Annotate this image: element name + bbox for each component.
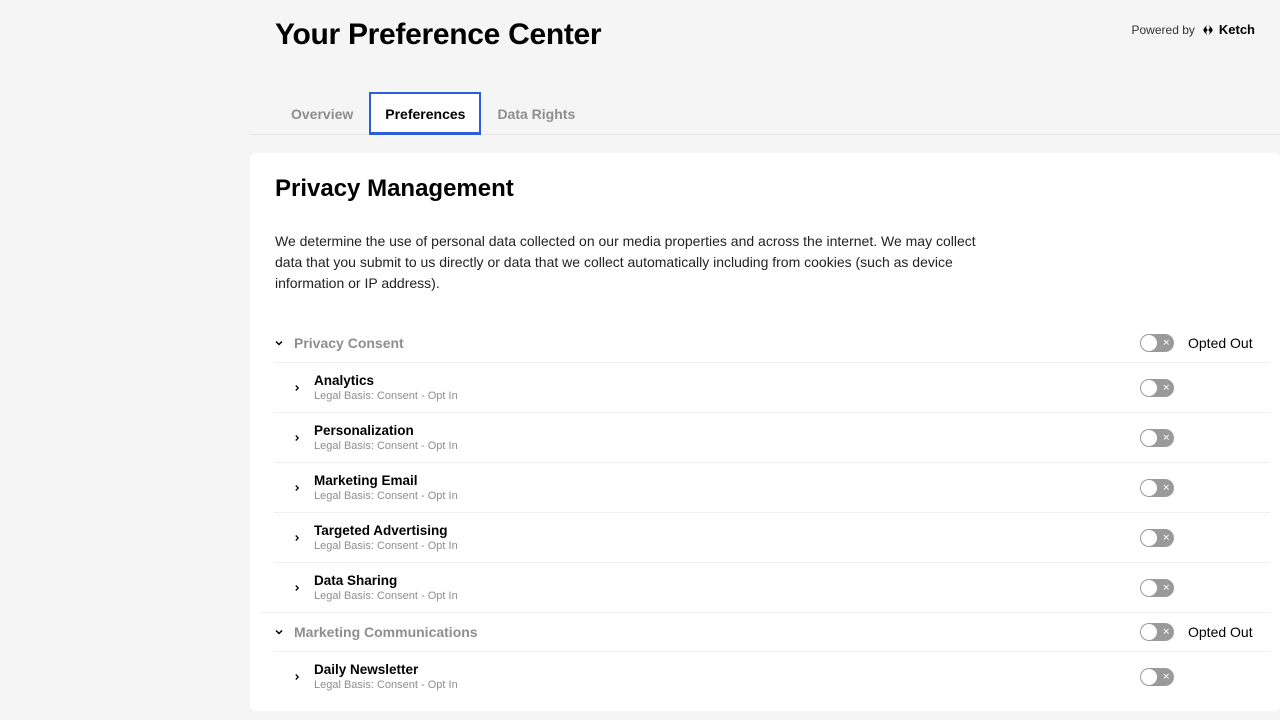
item-marketing-email: Marketing Email Legal Basis: Consent - O… xyxy=(274,462,1270,512)
item-sub: Legal Basis: Consent - Opt In xyxy=(314,440,1140,452)
item-sub: Legal Basis: Consent - Opt In xyxy=(314,590,1140,602)
item-title: Marketing Email xyxy=(314,473,1140,488)
close-icon: ✕ xyxy=(1162,483,1170,492)
powered-by-label: Powered by xyxy=(1132,23,1195,37)
close-icon: ✕ xyxy=(1162,533,1170,542)
chevron-right-icon[interactable] xyxy=(286,583,308,593)
close-icon: ✕ xyxy=(1162,339,1170,348)
item-sub: Legal Basis: Consent - Opt In xyxy=(314,679,1140,691)
chevron-right-icon[interactable] xyxy=(286,433,308,443)
group-marketing-communications: Marketing Communications ✕ Opted Out xyxy=(260,612,1270,651)
item-sub: Legal Basis: Consent - Opt In xyxy=(314,490,1140,502)
item-sub: Legal Basis: Consent - Opt In xyxy=(314,390,1140,402)
toggle-targeted-advertising[interactable]: ✕ xyxy=(1140,529,1174,547)
toggle-daily-newsletter[interactable]: ✕ xyxy=(1140,668,1174,686)
toggle-data-sharing[interactable]: ✕ xyxy=(1140,579,1174,597)
item-targeted-advertising: Targeted Advertising Legal Basis: Consen… xyxy=(274,512,1270,562)
ketch-icon xyxy=(1201,23,1215,37)
close-icon: ✕ xyxy=(1162,672,1170,681)
section-description: We determine the use of personal data co… xyxy=(275,231,995,294)
item-title: Targeted Advertising xyxy=(314,523,1140,538)
item-personalization: Personalization Legal Basis: Consent - O… xyxy=(274,412,1270,462)
toggle-marketing-communications[interactable]: ✕ xyxy=(1140,623,1174,641)
chevron-right-icon[interactable] xyxy=(286,672,308,682)
tab-overview[interactable]: Overview xyxy=(275,92,369,135)
powered-by: Powered by Ketch xyxy=(1132,18,1256,37)
item-data-sharing: Data Sharing Legal Basis: Consent - Opt … xyxy=(274,562,1270,612)
item-title: Daily Newsletter xyxy=(314,662,1140,677)
tab-data-rights[interactable]: Data Rights xyxy=(481,92,591,135)
tab-preferences[interactable]: Preferences xyxy=(369,92,481,135)
chevron-down-icon[interactable] xyxy=(268,626,290,638)
item-daily-newsletter: Daily Newsletter Legal Basis: Consent - … xyxy=(274,651,1270,701)
close-icon: ✕ xyxy=(1162,628,1170,637)
toggle-analytics[interactable]: ✕ xyxy=(1140,379,1174,397)
close-icon: ✕ xyxy=(1162,383,1170,392)
chevron-right-icon[interactable] xyxy=(286,383,308,393)
group-privacy-consent: Privacy Consent ✕ Opted Out xyxy=(260,324,1270,362)
tabs: Overview Preferences Data Rights xyxy=(250,92,1280,135)
toggle-personalization[interactable]: ✕ xyxy=(1140,429,1174,447)
page-title: Your Preference Center xyxy=(275,18,601,52)
item-title: Analytics xyxy=(314,373,1140,388)
close-icon: ✕ xyxy=(1162,583,1170,592)
toggle-privacy-consent[interactable]: ✕ xyxy=(1140,334,1174,352)
group-label: Marketing Communications xyxy=(290,624,1140,640)
chevron-right-icon[interactable] xyxy=(286,533,308,543)
item-analytics: Analytics Legal Basis: Consent - Opt In … xyxy=(274,362,1270,412)
panel-privacy-management: Privacy Management We determine the use … xyxy=(250,153,1280,711)
item-sub: Legal Basis: Consent - Opt In xyxy=(314,540,1140,552)
chevron-right-icon[interactable] xyxy=(286,483,308,493)
item-title: Personalization xyxy=(314,423,1140,438)
toggle-marketing-email[interactable]: ✕ xyxy=(1140,479,1174,497)
brand-name: Ketch xyxy=(1219,22,1255,37)
section-title: Privacy Management xyxy=(275,175,1255,203)
chevron-down-icon[interactable] xyxy=(268,337,290,349)
status-label: Opted Out xyxy=(1188,624,1256,640)
consent-list: Privacy Consent ✕ Opted Out Analytics Le… xyxy=(250,324,1280,711)
close-icon: ✕ xyxy=(1162,433,1170,442)
item-title: Data Sharing xyxy=(314,573,1140,588)
brand-logo: Ketch xyxy=(1201,22,1255,37)
group-label: Privacy Consent xyxy=(290,335,1140,351)
status-label: Opted Out xyxy=(1188,335,1256,351)
